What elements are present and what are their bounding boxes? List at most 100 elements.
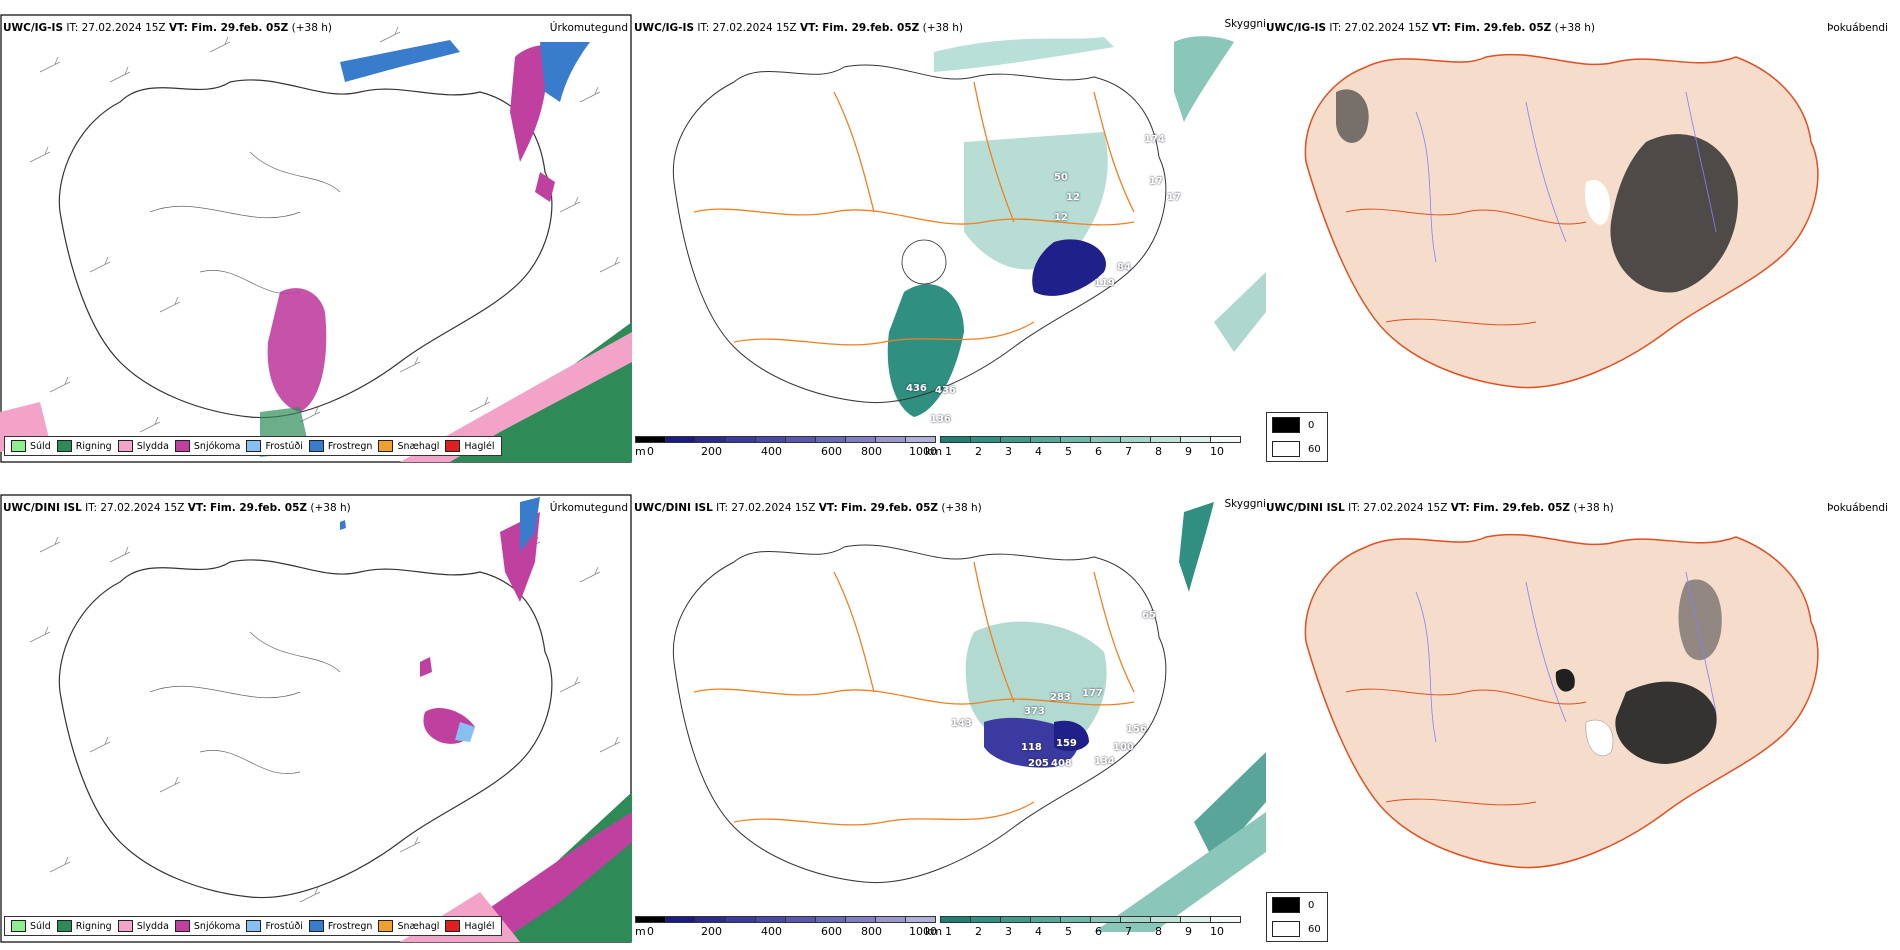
vis-scale-tick: 8: [1155, 925, 1162, 938]
cloud-scale-tick: 400: [761, 925, 782, 938]
legend-item: Haglél: [445, 920, 495, 932]
row2-precip-header: UWC/DINI ISL IT: 27.02.2024 15Z VT: Fim.…: [3, 502, 351, 514]
cloud-base-value: 100: [1113, 742, 1134, 753]
vis-scale-tick: 2: [975, 925, 982, 938]
cloud-scale-tick: 0: [647, 925, 654, 938]
cloud-scale-tick: 800: [861, 925, 882, 938]
cloud-scale-unit: m: [635, 445, 646, 458]
legend-item: Frostúði: [246, 440, 303, 452]
row2-visibility-panel: UWC/DINI ISL IT: 27.02.2024 15Z VT: Fim.…: [634, 492, 1266, 944]
cloud-scale-tick: 600: [821, 445, 842, 458]
cloud-base-value: 408: [1051, 758, 1072, 769]
legend-item: Súld: [11, 920, 51, 932]
row1-fog-header: UWC/IG-IS IT: 27.02.2024 15Z VT: Fim. 29…: [1266, 22, 1595, 34]
cloud-scale-tick: 1000: [909, 925, 937, 938]
vis-scale-tick: 7: [1125, 445, 1132, 458]
vis-scale-tick: 10: [1210, 925, 1224, 938]
cloud-base-value: 50: [1054, 172, 1068, 183]
row2-visibility-title: Skyggni: [1224, 498, 1267, 510]
rivers: [1415, 91, 1717, 263]
cloud-base-value: 12: [1066, 192, 1080, 203]
cloud-base-value: 143: [951, 718, 972, 729]
iceland-outline: [672, 544, 1167, 884]
vis-scale-unit: km: [925, 925, 943, 938]
row2-fog-title: Þokuábendi: [1827, 502, 1888, 514]
row1-cloud-scale: m 0 200 400 600 800 1000: [635, 436, 940, 466]
vis-scale-tick: 3: [1005, 445, 1012, 458]
iceland-land: [1304, 533, 1819, 869]
row2-precip-legend: Súld Rigning Slydda Snjókoma Frostúði Fr…: [4, 916, 502, 936]
legend-item: Snjókoma: [174, 920, 240, 932]
row2-precip-title: Úrkomutegund: [549, 502, 628, 514]
row1-visibility-header: UWC/IG-IS IT: 27.02.2024 15Z VT: Fim. 29…: [634, 22, 963, 34]
vis-scale-tick: 7: [1125, 925, 1132, 938]
legend-item: Frostregn: [308, 440, 372, 452]
row2-fog-header: UWC/DINI ISL IT: 27.02.2024 15Z VT: Fim.…: [1266, 502, 1614, 514]
wind-barbs: [29, 26, 621, 433]
cloud-base-value: 177: [1082, 688, 1103, 699]
visibility-map-1: [672, 36, 1266, 417]
snow-area: [267, 288, 327, 412]
vis-scale-tick: 9: [1185, 445, 1192, 458]
roads: [693, 561, 1135, 826]
cloud-scale-tick: 600: [821, 925, 842, 938]
vis-scale-tick: 5: [1065, 445, 1072, 458]
vis-scale-tick: 1: [945, 445, 952, 458]
cloud-base-value: 84: [1117, 262, 1131, 273]
legend-item: Frostregn: [308, 920, 372, 932]
row1-precip-header: UWC/IG-IS IT: 27.02.2024 15Z VT: Fim. 29…: [3, 22, 332, 34]
cloud-base-value: 119: [1094, 278, 1115, 289]
row2-precip-panel: UWC/DINI ISL IT: 27.02.2024 15Z VT: Fim.…: [0, 492, 634, 944]
row1-fog-legend: 0 60: [1266, 412, 1328, 462]
row2-fog-panel: UWC/DINI ISL IT: 27.02.2024 15Z VT: Fim.…: [1266, 492, 1900, 892]
legend-item: Slydda: [117, 440, 169, 452]
fog-map-1: [1304, 53, 1819, 389]
legend-item: Rigning: [56, 440, 112, 452]
vis-scale-tick: 2: [975, 445, 982, 458]
legend-item: Haglél: [445, 440, 495, 452]
cloud-base-value: 156: [1126, 724, 1147, 735]
cloud-scale-unit: m: [635, 925, 646, 938]
cloud-base-value: 205: [1028, 758, 1049, 769]
iceland-outline: [672, 64, 1167, 404]
iceland-outline: [58, 559, 553, 899]
cloud-base-value: 17: [1167, 192, 1181, 203]
cloud-base-value: 65: [1142, 610, 1156, 621]
cloud-base-value: 436: [906, 383, 927, 394]
visibility-map-2: [672, 502, 1266, 932]
fog-map-2: [1304, 533, 1819, 869]
legend-item: Slydda: [117, 920, 169, 932]
cloud-base-value: 12: [1054, 212, 1068, 223]
vis-scale-tick: 9: [1185, 925, 1192, 938]
row1-visibility-title: Skyggni: [1224, 18, 1267, 30]
cloud-base-value: 159: [1056, 738, 1077, 749]
precip-map-1: [0, 14, 632, 463]
vis-scale-unit: km: [925, 445, 943, 458]
cloud-base-value: 134: [1094, 756, 1115, 767]
legend-item: Frostúði: [246, 920, 303, 932]
row1-precip-title: Úrkomutegund: [549, 22, 628, 34]
cloud-base-value: 118: [1021, 742, 1042, 753]
legend-item: Súld: [11, 440, 51, 452]
roads: [693, 81, 1135, 346]
legend-item: Snjókoma: [174, 440, 240, 452]
row1-fog-panel: UWC/IG-IS IT: 27.02.2024 15Z VT: Fim. 29…: [1266, 12, 1900, 412]
cloud-base-value: 373: [1024, 706, 1045, 717]
vis-scale-tick: 10: [1210, 445, 1224, 458]
cloud-base-value: 436: [935, 385, 956, 396]
row2-cloud-scale: m 0 200 400 600 800 1000: [635, 916, 940, 946]
row1-precip-legend: Súld Rigning Slydda Snjókoma Frostúði Fr…: [4, 436, 502, 456]
cloud-base-value: 17: [1149, 176, 1163, 187]
legend-item: Rigning: [56, 920, 112, 932]
row1-visibility-panel: UWC/IG-IS IT: 27.02.2024 15Z VT: Fim. 29…: [634, 12, 1266, 464]
cloud-scale-tick: 1000: [909, 445, 937, 458]
vis-scale-tick: 4: [1035, 445, 1042, 458]
vis-scale-tick: 4: [1035, 925, 1042, 938]
cloud-scale-tick: 800: [861, 445, 882, 458]
cloud-base-value: 174: [1144, 134, 1165, 145]
cloud-base-value: 136: [930, 414, 951, 425]
precip-map-2: [0, 494, 632, 943]
cloud-scale-tick: 0: [647, 445, 654, 458]
rivers: [1415, 571, 1717, 743]
row2-vis-scale: km 1 2 3 4 5 6 7 8 9 10: [925, 916, 1266, 946]
